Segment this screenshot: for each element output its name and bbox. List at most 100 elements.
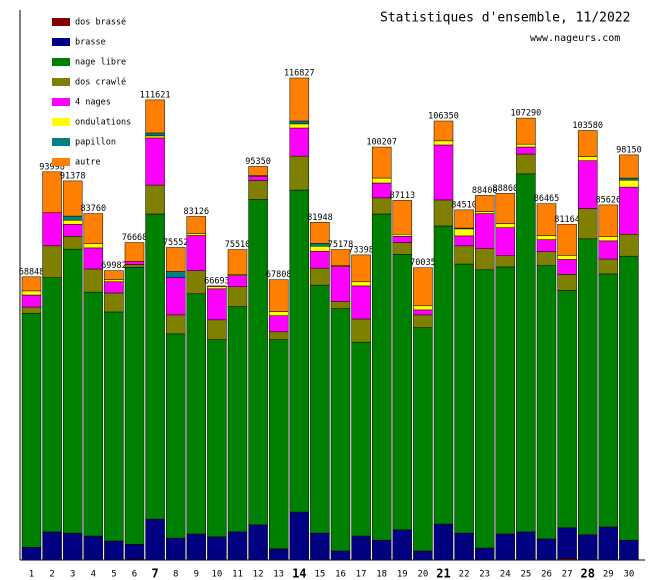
bar-segment [21,306,42,314]
bar-segment [186,533,207,561]
total-label: 85626 [596,195,622,205]
total-label: 81164 [554,215,580,225]
total-label: 84510 [451,200,477,210]
bar-segment [495,227,516,257]
bar-segment [619,234,639,257]
total-label: 106350 [428,111,459,121]
bar-segment [619,177,639,181]
bar-segment [474,211,495,214]
bar-segment [433,120,454,142]
bar-segment [557,259,577,275]
bar-segment [289,189,310,513]
bar-segment [227,275,248,288]
x-tick-label: 30 [623,570,634,580]
bar-segment [145,135,165,139]
bar-segment [598,236,619,242]
x-tick-label: 24 [500,570,511,580]
bar-segment [165,247,186,272]
bar-segment [516,173,536,533]
bar-segment [310,245,330,252]
bar-segment [124,544,145,560]
legend-swatch [52,18,70,26]
bar-segment [536,251,557,266]
x-tick-label: 16 [335,570,346,580]
bar-segment [598,526,619,561]
bar-segment [186,233,207,236]
bar-segment [371,182,392,199]
legend-swatch [52,78,70,86]
x-tick-label: 15 [314,570,325,580]
bar-segment [124,242,145,262]
bar-segment [392,236,413,243]
bar-segment [165,314,186,335]
bar-segment [474,195,495,212]
bar-segment [124,261,145,265]
legend-swatch [52,58,70,66]
bar-segment [145,213,165,520]
bar-segment [495,255,516,268]
total-label: 111621 [140,90,171,100]
bar-segment [516,153,536,175]
bar-segment [207,285,227,288]
bar-segment [165,277,186,316]
bar-segment [619,154,639,179]
bar-segment [268,315,289,333]
bar-segment [62,224,83,237]
bar-segment [62,219,83,225]
total-label: 69982 [101,261,127,271]
legend-label: ondulations [75,118,131,128]
bar-segment [351,254,371,283]
bar-segment [495,266,516,535]
bar-segment [536,239,557,252]
bar-segment [371,177,392,184]
x-tick-label: 25 [520,570,531,580]
bar-segment [577,156,598,161]
legend-swatch [52,158,70,166]
bar-segment [207,319,227,340]
total-label: 76668 [122,233,148,243]
total-label: 103580 [572,121,603,131]
bar-segment [454,209,474,229]
bar-segment [619,186,639,235]
total-label: 68848 [19,267,45,277]
bar-segment [207,286,227,290]
x-tick-label: 10 [211,570,222,580]
bar-segment [268,311,289,316]
bar-segment [371,197,392,215]
bar-segment [207,288,227,321]
bar-segment [42,531,62,561]
bar-segment [454,532,474,561]
bar-segment [62,236,83,250]
bar-segment [310,250,330,269]
total-label: 95350 [245,157,271,167]
bar-segment [83,213,104,245]
bar-segment [433,225,454,525]
bar-segment [474,213,495,249]
bar-segment [392,234,413,237]
bar-segment [310,532,330,561]
legend-swatch [52,38,70,46]
bar-segment [577,238,598,536]
bar-segment [413,305,433,311]
x-tick-label: 7 [151,567,158,580]
bar-segment [619,255,639,541]
bar-segment [268,331,289,340]
legend-label: papillon [75,138,116,148]
bar-segment [433,144,454,201]
x-tick-label: 2 [49,570,54,580]
bar-segment [104,279,124,283]
bar-segment [145,137,165,186]
x-tick-label: 12 [253,570,264,580]
bar-segment [186,235,207,271]
bar-segment [413,309,433,316]
bar-segment [145,99,165,134]
total-label: 83760 [81,204,107,214]
bar-segment [351,318,371,343]
total-label: 100207 [366,138,397,148]
bar-segment [598,258,619,275]
bar-segment [351,341,371,537]
x-tick-label: 17 [356,570,367,580]
bar-segment [495,223,516,228]
bar-segment [454,235,474,247]
